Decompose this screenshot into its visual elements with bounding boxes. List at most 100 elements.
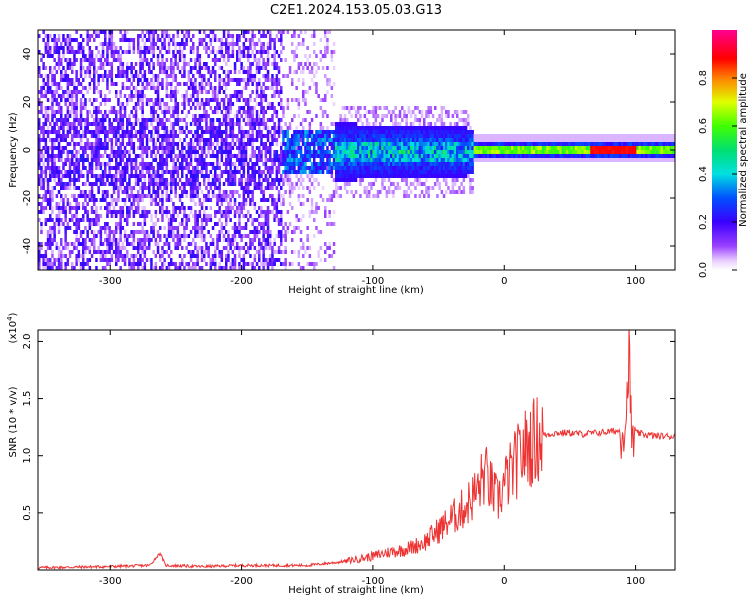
heatmap-cell (209, 234, 213, 238)
heatmap-cell (66, 38, 70, 42)
heatmap-cell (112, 182, 116, 186)
heatmap-cell (64, 238, 67, 242)
heatmap-cell (79, 218, 83, 222)
heatmap-cell (302, 246, 305, 250)
heatmap-cell (154, 110, 158, 114)
heatmap-cell (288, 174, 292, 178)
heatmap-cell (359, 158, 362, 162)
heatmap-cell (130, 142, 133, 146)
heatmap-cell (123, 130, 127, 134)
heatmap-cell (174, 218, 177, 222)
heatmap-cell (346, 142, 349, 146)
heatmap-cell (88, 130, 92, 134)
heatmap-cell (286, 106, 290, 110)
heatmap-cell (55, 182, 59, 186)
heatmap-cell (192, 198, 195, 202)
heatmap-cell (156, 146, 160, 150)
heatmap-cell (315, 138, 318, 142)
heatmap-cell (152, 198, 155, 202)
heatmap-cell (99, 238, 103, 242)
heatmap-cell (273, 154, 276, 158)
heatmap-cell (194, 226, 197, 230)
heatmap-cell (194, 82, 197, 86)
heatmap-cell (264, 246, 268, 250)
heatmap-cell (203, 250, 206, 254)
heatmap-cell (104, 38, 107, 42)
heatmap-cell (357, 126, 360, 130)
heatmap-cell (161, 218, 164, 222)
heatmap-cell (71, 122, 74, 126)
heatmap-cell (280, 146, 283, 150)
heatmap-cell (49, 34, 52, 38)
heatmap-cell (62, 34, 65, 38)
heatmap-cell (291, 154, 294, 158)
heatmap-cell (128, 86, 131, 90)
heatmap-cell (132, 126, 136, 130)
heatmap-cell (110, 82, 114, 86)
heatmap-cell (260, 34, 263, 38)
heatmap-cell (42, 194, 45, 198)
heatmap-cell (321, 134, 325, 138)
heatmap-cell (55, 46, 59, 50)
heatmap-cell (165, 106, 169, 110)
heatmap-cell (394, 186, 397, 190)
heatmap-cell (40, 106, 43, 110)
heatmap-cell (40, 154, 43, 158)
heatmap-cell (350, 158, 353, 162)
heatmap-cell (218, 106, 221, 110)
heatmap-cell (266, 126, 270, 130)
heatmap-cell (172, 50, 175, 54)
heatmap-cell (238, 250, 241, 254)
heatmap-cell (198, 246, 202, 250)
heatmap-cell (176, 42, 180, 46)
heatmap-cell (194, 234, 197, 238)
heatmap-cell (275, 142, 279, 146)
heatmap-cell (148, 194, 151, 198)
heatmap-cell (38, 266, 41, 270)
heatmap-cell (271, 170, 274, 174)
heatmap-cell (238, 82, 241, 86)
heatmap-cell (376, 114, 380, 118)
heatmap-cell (64, 194, 67, 198)
heatmap-cell (295, 126, 298, 130)
heatmap-cell (198, 134, 202, 138)
heatmap-cell (203, 138, 206, 142)
heatmap-cell (350, 178, 353, 182)
heatmap-cell (53, 98, 56, 102)
heatmap-cell (282, 202, 285, 206)
heatmap-cell (106, 134, 109, 138)
heatmap-cell (68, 130, 72, 134)
heatmap-cell (68, 98, 72, 102)
heatmap-cell (317, 138, 320, 142)
heatmap-cell (238, 154, 241, 158)
heatmap-cell (194, 134, 197, 138)
heatmap-cell (126, 122, 129, 126)
heatmap-cell (108, 170, 111, 174)
heatmap-cell (99, 142, 103, 146)
heatmap-cell (185, 150, 188, 154)
heatmap-cell (346, 138, 349, 142)
heatmap-cell (141, 238, 144, 242)
heatmap-cell (216, 50, 219, 54)
heatmap-cell (222, 130, 226, 134)
heatmap-cell (99, 234, 103, 238)
heatmap-cell (121, 154, 125, 158)
heatmap-cell (249, 138, 252, 142)
heatmap-cell (73, 162, 76, 166)
heatmap-cell (86, 210, 89, 214)
heatmap-cell (273, 58, 276, 62)
heatmap-cell (130, 62, 133, 66)
heatmap-cell (200, 254, 204, 258)
heatmap-cell (280, 158, 283, 162)
heatmap-cell (51, 102, 54, 106)
heatmap-cell (310, 130, 314, 134)
heatmap-cell (240, 206, 243, 210)
heatmap-cell (244, 38, 248, 42)
heatmap-cell (266, 170, 270, 174)
heatmap-cell (170, 106, 173, 110)
heatmap-cell (330, 222, 334, 226)
heatmap-cell (123, 174, 127, 178)
heatmap-cell (339, 138, 342, 142)
heatmap-cell (53, 50, 56, 54)
heatmap-cell (262, 58, 265, 62)
